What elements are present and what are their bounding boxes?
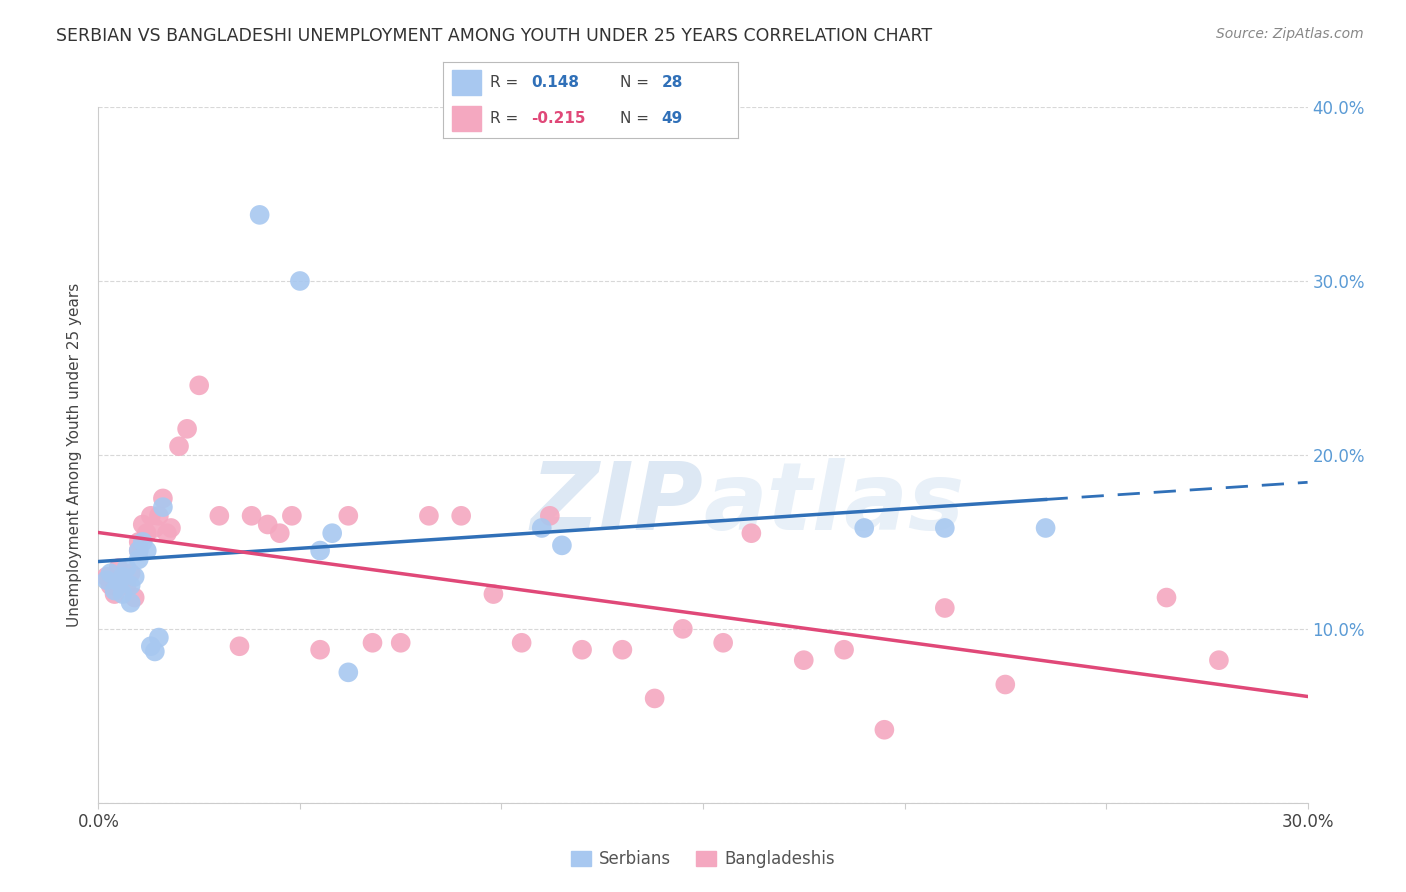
Point xyxy=(934,521,956,535)
Point xyxy=(482,587,505,601)
Text: R =: R = xyxy=(491,111,523,126)
Point xyxy=(111,587,134,601)
Point xyxy=(156,526,179,541)
Point xyxy=(143,644,166,658)
Point xyxy=(115,578,138,592)
Point xyxy=(538,508,561,523)
Point xyxy=(152,500,174,514)
Text: -0.215: -0.215 xyxy=(531,111,586,126)
Point xyxy=(143,521,166,535)
Point xyxy=(389,636,412,650)
Point xyxy=(100,566,122,581)
Text: 28: 28 xyxy=(661,75,683,90)
Point xyxy=(128,552,150,566)
Point xyxy=(115,561,138,575)
Point xyxy=(832,642,855,657)
Point xyxy=(128,543,150,558)
Point xyxy=(309,543,332,558)
Point xyxy=(128,534,150,549)
Text: 0.148: 0.148 xyxy=(531,75,579,90)
Text: N =: N = xyxy=(620,75,654,90)
Text: ZIP: ZIP xyxy=(530,458,703,549)
Text: 49: 49 xyxy=(661,111,683,126)
Point xyxy=(337,508,360,523)
Point xyxy=(120,578,142,592)
Point xyxy=(103,587,125,601)
Text: R =: R = xyxy=(491,75,523,90)
Point xyxy=(148,631,170,645)
Point xyxy=(309,642,332,657)
Point xyxy=(361,636,384,650)
Point xyxy=(321,526,343,541)
Point xyxy=(96,570,118,584)
Point xyxy=(111,570,134,584)
Point xyxy=(228,639,250,653)
Point xyxy=(240,508,263,523)
Point xyxy=(176,422,198,436)
Legend: Serbians, Bangladeshis: Serbians, Bangladeshis xyxy=(564,843,842,874)
Point xyxy=(1156,591,1178,605)
Point xyxy=(124,570,146,584)
Point xyxy=(96,573,118,587)
Point xyxy=(612,642,634,657)
Y-axis label: Unemployment Among Youth under 25 years: Unemployment Among Youth under 25 years xyxy=(67,283,83,627)
Point xyxy=(288,274,311,288)
Point xyxy=(103,583,125,598)
Point xyxy=(418,508,440,523)
Point xyxy=(644,691,666,706)
Point xyxy=(139,508,162,523)
Point xyxy=(1208,653,1230,667)
Point xyxy=(107,561,129,575)
Point xyxy=(135,543,157,558)
Point xyxy=(132,534,155,549)
Point xyxy=(160,521,183,535)
Point xyxy=(100,578,122,592)
Point xyxy=(208,508,231,523)
Point xyxy=(167,439,190,453)
Point xyxy=(793,653,815,667)
Point xyxy=(994,677,1017,691)
Point xyxy=(124,591,146,605)
Point xyxy=(873,723,896,737)
Point xyxy=(249,208,271,222)
Point xyxy=(740,526,762,541)
Point xyxy=(139,639,162,653)
Bar xyxy=(451,70,481,95)
Point xyxy=(269,526,291,541)
Text: N =: N = xyxy=(620,111,654,126)
Point xyxy=(281,508,304,523)
Point xyxy=(120,566,142,581)
Point xyxy=(256,517,278,532)
Point xyxy=(120,596,142,610)
Point xyxy=(711,636,734,650)
Point xyxy=(551,538,574,552)
Bar xyxy=(451,105,481,130)
Point xyxy=(107,574,129,589)
Point xyxy=(111,573,134,587)
Point xyxy=(128,543,150,558)
Point xyxy=(672,622,695,636)
Point xyxy=(510,636,533,650)
Point xyxy=(853,521,876,535)
Point xyxy=(152,491,174,506)
Text: SERBIAN VS BANGLADESHI UNEMPLOYMENT AMONG YOUTH UNDER 25 YEARS CORRELATION CHART: SERBIAN VS BANGLADESHI UNEMPLOYMENT AMON… xyxy=(56,27,932,45)
Point xyxy=(148,508,170,523)
Point xyxy=(337,665,360,680)
Point xyxy=(530,521,553,535)
Point xyxy=(1035,521,1057,535)
Point xyxy=(188,378,211,392)
Text: atlas: atlas xyxy=(703,458,965,549)
Text: Source: ZipAtlas.com: Source: ZipAtlas.com xyxy=(1216,27,1364,41)
Point xyxy=(135,526,157,541)
Point xyxy=(132,517,155,532)
Point xyxy=(450,508,472,523)
Point xyxy=(934,601,956,615)
Point xyxy=(571,642,593,657)
